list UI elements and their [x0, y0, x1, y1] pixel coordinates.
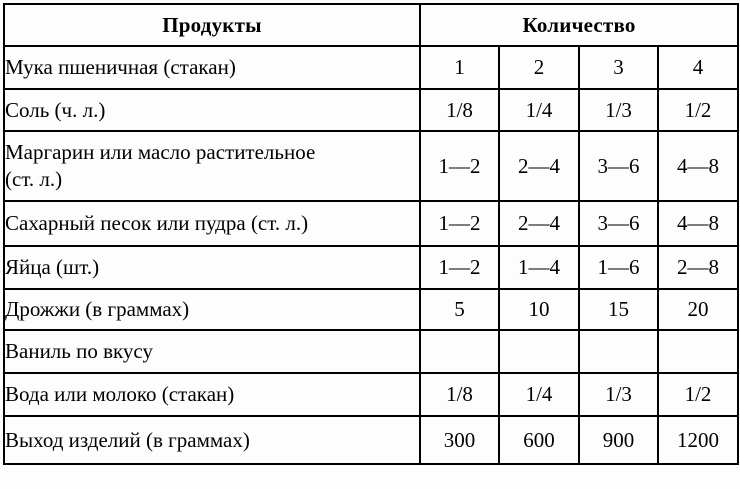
table-row-flour: Мука пшеничная (стакан) 1 2 3 4 — [3, 45, 740, 90]
quantity-cell: 1/2 — [656, 88, 740, 132]
table-row-water-milk: Вода или молоко (стакан) 1/8 1/4 1/3 1/2 — [3, 372, 740, 417]
quantity-cell: 1/2 — [656, 372, 740, 417]
quantity-cell: 1—2 — [419, 200, 500, 247]
product-cell: Сахарный песок или пудра (ст. л.) — [3, 200, 421, 247]
quantity-cell: 900 — [578, 415, 659, 465]
product-cell: Яйца (шт.) — [3, 245, 421, 290]
header-row: Продукты Количество — [3, 3, 740, 47]
quantity-cell: 1—2 — [419, 245, 500, 290]
quantity-cell: 1/4 — [498, 88, 580, 132]
quantity-cell — [656, 329, 740, 374]
quantity-cell: 1/3 — [578, 88, 659, 132]
quantity-cell: 2—4 — [498, 130, 580, 202]
product-cell: Вода или молоко (стакан) — [3, 372, 421, 417]
quantity-cell: 4 — [656, 45, 740, 90]
table-row-margarine: Маргарин или масло растительное (ст. л.)… — [3, 130, 740, 202]
quantity-cell: 20 — [656, 288, 740, 331]
quantity-cell: 10 — [498, 288, 580, 331]
quantity-cell: 300 — [419, 415, 500, 465]
quantity-cell: 3—6 — [578, 200, 659, 247]
quantity-cell: 15 — [578, 288, 659, 331]
quantity-cell: 2 — [498, 45, 580, 90]
quantity-cell: 1—6 — [578, 245, 659, 290]
table-row-yeast: Дрожжи (в граммах) 5 10 15 20 — [3, 288, 740, 331]
product-cell: Соль (ч. л.) — [3, 88, 421, 132]
quantity-cell — [578, 329, 659, 374]
product-cell: Ваниль по вкусу — [3, 329, 421, 374]
product-cell: Мука пшеничная (стакан) — [3, 45, 421, 90]
quantity-cell — [419, 329, 500, 374]
quantity-cell: 3—6 — [578, 130, 659, 202]
quantity-cell: 2—4 — [498, 200, 580, 247]
table-row-eggs: Яйца (шт.) 1—2 1—4 1—6 2—8 — [3, 245, 740, 290]
quantity-cell: 1/3 — [578, 372, 659, 417]
product-cell: Дрожжи (в граммах) — [3, 288, 421, 331]
product-cell: Маргарин или масло растительное (ст. л.) — [3, 130, 421, 202]
table-row-salt: Соль (ч. л.) 1/8 1/4 1/3 1/2 — [3, 88, 740, 132]
product-cell: Выход изделий (в граммах) — [3, 415, 421, 465]
quantity-cell: 4—8 — [656, 130, 740, 202]
quantity-cell: 4—8 — [656, 200, 740, 247]
quantity-cell: 1—2 — [419, 130, 500, 202]
table-row-vanilla: Ваниль по вкусу — [3, 329, 740, 374]
column-header-products: Продукты — [3, 3, 421, 47]
column-header-quantity: Количество — [418, 3, 740, 47]
quantity-cell: 2—8 — [656, 245, 740, 290]
ingredients-table-container: Продукты Количество Мука пшеничная (стак… — [3, 3, 740, 465]
quantity-cell: 1 — [419, 45, 500, 90]
ingredients-table: Продукты Количество Мука пшеничная (стак… — [3, 3, 740, 465]
table-row-sugar: Сахарный песок или пудра (ст. л.) 1—2 2—… — [3, 200, 740, 247]
quantity-cell: 1200 — [656, 415, 740, 465]
quantity-cell: 600 — [498, 415, 580, 465]
quantity-cell: 1/8 — [419, 372, 500, 417]
quantity-cell — [498, 329, 580, 374]
quantity-cell: 1/8 — [419, 88, 500, 132]
quantity-cell: 1—4 — [498, 245, 580, 290]
table-row-yield: Выход изделий (в граммах) 300 600 900 12… — [3, 415, 740, 465]
quantity-cell: 1/4 — [498, 372, 580, 417]
quantity-cell: 3 — [578, 45, 659, 90]
quantity-cell: 5 — [419, 288, 500, 331]
